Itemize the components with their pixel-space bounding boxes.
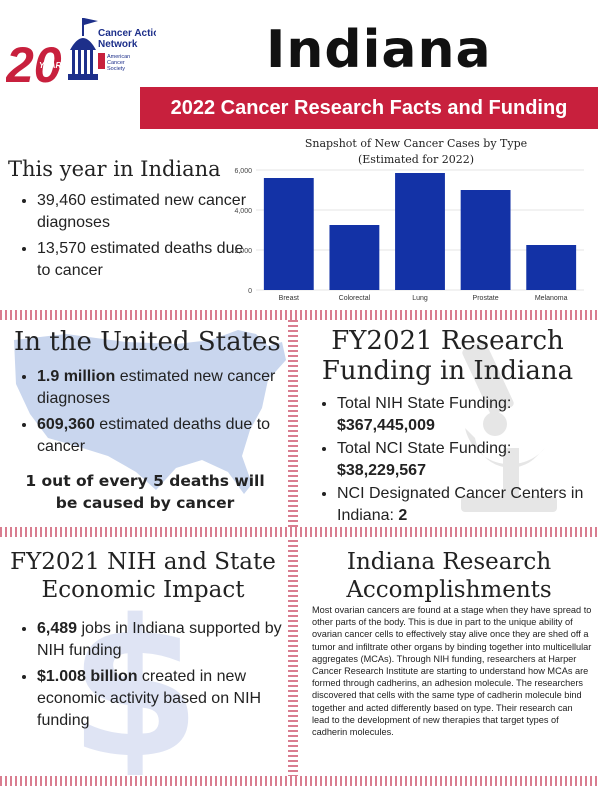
acs-can-logo: 20 YEARS Cancer Action Network American … xyxy=(6,18,156,93)
list-item: NCI Designated Cancer Centers in Indiana… xyxy=(337,483,598,527)
accomplishments-section-title: Indiana Research Accomplishments xyxy=(346,549,552,603)
section-divider xyxy=(0,776,598,786)
section-divider xyxy=(0,310,598,320)
us-map-icon xyxy=(14,330,286,494)
y-tick-label: 0 xyxy=(248,288,252,295)
chart-subtitle: (Estimated for 2022) xyxy=(358,153,474,166)
list-item: $1.008 billion created in new economic a… xyxy=(37,666,307,732)
this-year-list: 39,460 estimated new cancer diagnoses 13… xyxy=(5,190,252,286)
state-title: Indiana xyxy=(266,20,492,80)
logo-society-line1: American xyxy=(107,54,130,60)
x-tick-label: Prostate xyxy=(473,295,499,302)
section-divider xyxy=(0,527,598,537)
bar-breast xyxy=(263,178,314,290)
logo-society-line2: Cancer xyxy=(107,60,125,66)
this-year-title: This year in Indiana xyxy=(8,157,221,181)
list-item: 13,570 estimated deaths due to cancer xyxy=(37,238,252,282)
us-section-title: In the United States xyxy=(14,327,281,357)
funding-list: Total NIH State Funding:$367,445,009 Tot… xyxy=(305,393,598,528)
logo-name-line2: Network xyxy=(98,39,138,50)
x-tick-label: Colorectal xyxy=(339,295,371,302)
logo-name-line1: Cancer Action xyxy=(98,28,156,39)
title-banner: 2022 Cancer Research Facts and Funding xyxy=(140,87,598,129)
list-item: Total NIH State Funding:$367,445,009 xyxy=(337,393,598,437)
funding-section-title: FY2021 Research Funding in Indiana xyxy=(321,326,574,386)
microscope-icon xyxy=(461,341,557,512)
y-tick-label: 6,000 xyxy=(234,168,252,175)
bar-prostate xyxy=(460,190,511,290)
svg-text:$: $ xyxy=(70,585,200,775)
y-tick-label: 4,000 xyxy=(234,208,252,215)
banner-title: 2022 Cancer Research Facts and Funding xyxy=(170,97,568,119)
bar-melanoma xyxy=(526,245,577,290)
logo-society-line3: Society xyxy=(107,66,125,72)
section-divider-vertical xyxy=(288,320,298,780)
y-tick-label: 2,000 xyxy=(234,248,252,255)
bar-lung xyxy=(395,173,445,290)
economic-list: 6,489 jobs in Indiana supported by NIH f… xyxy=(5,618,307,736)
logo-years-word: YEARS xyxy=(39,61,67,70)
capitol-dome-icon xyxy=(68,18,98,80)
chart-title: Snapshot of New Cancer Cases by Type xyxy=(305,137,527,150)
list-item: 1.9 million estimated new cancer diagnos… xyxy=(37,366,312,410)
logo-years-number: 20 xyxy=(6,37,62,93)
deaths-ratio-statement: 1 out of every 5 deaths will be caused b… xyxy=(25,472,265,512)
x-tick-label: Melanoma xyxy=(535,295,568,302)
bar-colorectal xyxy=(329,225,380,290)
acs-sword-icon xyxy=(98,53,105,69)
accomplishments-paragraph: Most ovarian cancers are found at a stag… xyxy=(312,605,592,738)
list-item: 6,489 jobs in Indiana supported by NIH f… xyxy=(37,618,307,662)
us-stats-list: 1.9 million estimated new cancer diagnos… xyxy=(5,366,312,462)
x-tick-label: Breast xyxy=(279,295,299,302)
list-item: 39,460 estimated new cancer diagnoses xyxy=(37,190,252,234)
list-item: 609,360 estimated deaths due to cancer xyxy=(37,414,312,458)
list-item: Total NCI State Funding:$38,229,567 xyxy=(337,438,598,482)
dollar-sign-icon: $ xyxy=(70,585,200,775)
x-tick-label: Lung xyxy=(412,295,428,302)
cancer-cases-chart: Snapshot of New Cancer Cases by Type (Es… xyxy=(234,137,584,302)
economic-section-title: FY2021 NIH and State Economic Impact xyxy=(10,549,276,603)
